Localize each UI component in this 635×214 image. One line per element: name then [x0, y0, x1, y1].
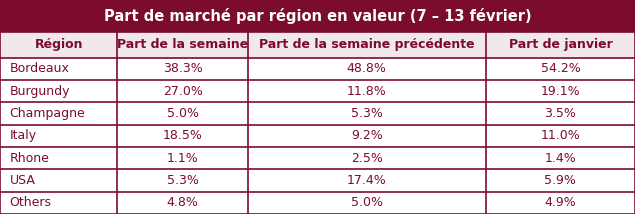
Text: Burgundy: Burgundy — [10, 85, 70, 98]
Text: USA: USA — [10, 174, 36, 187]
Text: 5.3%: 5.3% — [166, 174, 199, 187]
Text: 54.2%: 54.2% — [540, 62, 580, 76]
Text: 11.0%: 11.0% — [540, 129, 580, 142]
Text: Part de janvier: Part de janvier — [509, 38, 612, 51]
Text: 18.5%: 18.5% — [163, 129, 203, 142]
Text: 48.8%: 48.8% — [347, 62, 387, 76]
Text: 38.3%: 38.3% — [163, 62, 203, 76]
Text: 4.8%: 4.8% — [166, 196, 199, 209]
Text: 5.9%: 5.9% — [544, 174, 577, 187]
Text: 4.9%: 4.9% — [545, 196, 577, 209]
Text: 1.4%: 1.4% — [545, 152, 577, 165]
Text: Région: Région — [34, 38, 83, 51]
Text: 1.1%: 1.1% — [166, 152, 198, 165]
Text: 11.8%: 11.8% — [347, 85, 387, 98]
Text: Rhone: Rhone — [10, 152, 50, 165]
Text: Others: Others — [10, 196, 51, 209]
Text: 17.4%: 17.4% — [347, 174, 387, 187]
Text: Part de la semaine: Part de la semaine — [117, 38, 248, 51]
Text: 5.0%: 5.0% — [166, 107, 199, 120]
Text: 5.0%: 5.0% — [351, 196, 383, 209]
Text: 5.3%: 5.3% — [351, 107, 383, 120]
Text: Italy: Italy — [10, 129, 37, 142]
Text: Part de marché par région en valeur (7 – 13 février): Part de marché par région en valeur (7 –… — [104, 8, 531, 24]
Text: Bordeaux: Bordeaux — [10, 62, 69, 76]
Text: 3.5%: 3.5% — [544, 107, 577, 120]
Text: 27.0%: 27.0% — [163, 85, 203, 98]
Text: Part de la semaine précédente: Part de la semaine précédente — [259, 38, 474, 51]
Text: 9.2%: 9.2% — [351, 129, 382, 142]
Text: 19.1%: 19.1% — [540, 85, 580, 98]
Text: Champagne: Champagne — [10, 107, 85, 120]
Text: 2.5%: 2.5% — [351, 152, 383, 165]
